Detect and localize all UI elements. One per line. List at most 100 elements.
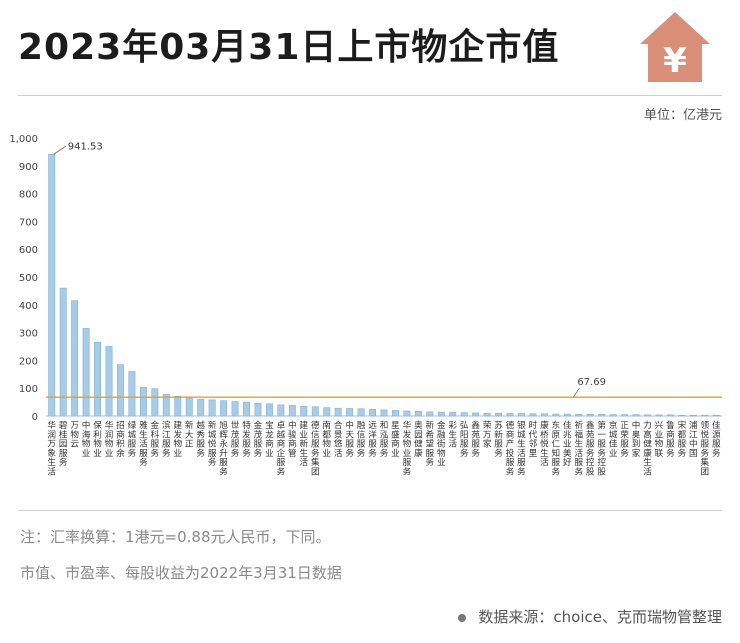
x-tick-char: 龙: [265, 428, 274, 440]
bar: [552, 413, 560, 417]
x-tick-char: 活: [299, 456, 308, 468]
x-tick-char: 合: [334, 419, 343, 431]
x-tick-char: 务: [162, 447, 171, 459]
x-tick-char: 服: [552, 457, 561, 468]
x-tick-char: 利: [93, 428, 102, 440]
x-tick-char: 服: [277, 457, 286, 468]
x-tick-char: 一: [597, 430, 606, 440]
x-tick-char: 桂: [59, 428, 68, 440]
bar: [609, 414, 617, 417]
x-tick-char: 悦: [540, 438, 549, 450]
x-tick-char: 服: [311, 439, 320, 450]
x-tick-char: 宋: [678, 419, 687, 431]
x-tick-char: 业: [609, 448, 618, 459]
y-tick-label: 0: [32, 412, 38, 423]
bar: [403, 410, 411, 417]
x-tick-char: 都: [322, 429, 331, 440]
bar: [139, 387, 147, 417]
bar: [563, 413, 571, 417]
x-tick-char: 中: [345, 419, 354, 431]
x-tick-char: 园: [59, 439, 68, 450]
bar: [369, 409, 376, 417]
bullet-icon: [458, 613, 467, 622]
x-tick-char: 原: [552, 429, 561, 440]
x-tick-char: 服: [208, 448, 217, 459]
x-tick-char: 东: [552, 419, 561, 431]
x-tick-label: 万物云: [70, 421, 79, 450]
x-tick-char: 茂: [231, 428, 240, 440]
bar: [208, 399, 216, 417]
x-tick-char: 润: [47, 428, 56, 440]
bar: [655, 414, 663, 417]
x-tick-char: 服: [712, 439, 721, 450]
x-tick-char: 悦: [208, 438, 217, 450]
bar: [288, 405, 296, 417]
x-tick-char: 彩: [448, 420, 457, 431]
x-tick-char: 卓: [277, 419, 286, 431]
y-tick-label: 100: [19, 384, 38, 395]
x-tick-char: 务: [574, 466, 583, 478]
x-tick-char: 荣: [483, 419, 492, 431]
x-tick-char: 城: [208, 429, 217, 440]
x-tick-label: 建业新生活: [299, 419, 308, 468]
x-tick-label: 华润万象生活: [47, 419, 56, 478]
bar: [689, 414, 697, 417]
x-tick-label: 领悦服务集团: [701, 419, 710, 478]
x-tick-char: 服: [471, 439, 480, 450]
x-tick-char: 秀: [196, 428, 205, 440]
x-tick-label: 鑫苑服务: [471, 419, 480, 459]
x-tick-char: 宝: [265, 419, 274, 431]
x-tick-label: 鑫苑服务控股: [586, 419, 595, 478]
x-tick-char: 佳: [609, 438, 618, 450]
bar: [185, 397, 193, 417]
x-tick-char: 商: [666, 428, 675, 440]
x-tick-char: 务: [494, 447, 503, 459]
x-tick-char: 控: [597, 456, 606, 468]
x-tick-char: 旭: [219, 419, 228, 431]
x-tick-label: 弘阳服务: [460, 420, 469, 459]
x-tick-char: 新: [299, 438, 308, 450]
bar: [162, 394, 170, 417]
bar: [414, 410, 422, 417]
x-tick-char: 家: [483, 438, 492, 450]
x-tick-char: 云: [70, 440, 79, 450]
x-tick-char: 康: [643, 447, 652, 459]
x-tick-char: 力: [643, 419, 652, 431]
x-tick-label: 中骏商管: [288, 419, 297, 459]
bar: [277, 404, 285, 417]
x-tick-char: 服: [345, 439, 354, 450]
x-tick-char: 都: [678, 429, 687, 440]
bar: [48, 153, 56, 417]
x-tick-label: 特发服务: [242, 419, 251, 459]
x-tick-char: 鑫: [586, 419, 595, 431]
x-tick-char: 务: [586, 447, 595, 459]
x-tick-char: 招: [116, 419, 125, 431]
x-tick-label: 越秀服务: [196, 419, 205, 459]
x-tick-char: 德: [311, 419, 320, 431]
x-tick-char: 务: [380, 447, 389, 459]
x-tick-label: 融信服务: [357, 420, 366, 459]
x-tick-char: 中: [689, 438, 698, 450]
x-tick-char: 务: [345, 447, 354, 459]
bar: [231, 401, 239, 417]
x-tick-char: 团: [311, 467, 320, 478]
x-tick-label: 康桥悦生活: [540, 419, 549, 468]
average-label: 67.69: [577, 377, 606, 388]
x-tick-label: 绿城服务: [128, 419, 137, 459]
x-tick-char: 活: [47, 466, 56, 478]
x-tick-char: 鲁: [666, 419, 675, 431]
x-tick-char: 苑: [586, 428, 595, 440]
bar: [265, 403, 273, 417]
x-tick-char: 好: [563, 456, 572, 468]
x-tick-char: 务: [620, 447, 629, 459]
x-tick-char: 信: [357, 428, 366, 440]
x-tick-char: 海: [82, 428, 91, 440]
x-tick-char: 服: [666, 439, 675, 450]
x-tick-label: 正荣服务: [620, 421, 629, 459]
bar: [575, 414, 583, 417]
bar: [128, 371, 136, 417]
x-tick-label: 祈福生活服务: [574, 419, 583, 478]
x-tick-char: 园: [414, 429, 423, 440]
peak-data-label: 941.53: [68, 141, 103, 152]
bar: [151, 388, 159, 417]
